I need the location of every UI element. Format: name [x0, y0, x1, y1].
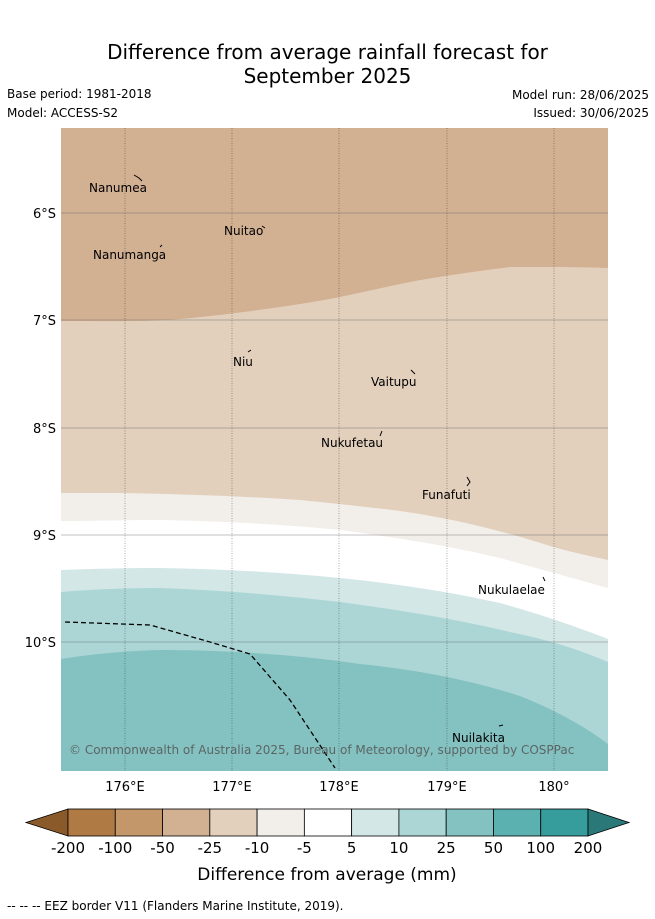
legend-swatch — [445, 808, 494, 837]
legend-tick-label: 25 — [437, 839, 456, 857]
legend-extend-low — [24, 808, 69, 837]
legend-swatch — [303, 808, 353, 837]
legend-swatch — [256, 808, 305, 837]
place-label: Nanumanga — [93, 248, 166, 262]
island-niu-icon — [247, 349, 252, 353]
lon-label: 178°E — [319, 780, 359, 795]
place-label: Nukulaelae — [478, 583, 545, 597]
place-label: Niu — [233, 355, 253, 369]
legend-swatch — [540, 808, 589, 837]
band-dry-25-50 — [61, 128, 608, 322]
island-nanumanga-icon — [159, 244, 163, 248]
base-period: Base period: 1981-2018 — [7, 87, 152, 101]
legend-tick-label: -100 — [98, 839, 132, 857]
copyright-notice: © Commonwealth of Australia 2025, Bureau… — [69, 743, 574, 757]
island-nanumea-icon — [133, 174, 143, 182]
island-nukufetau-icon — [379, 430, 383, 437]
eez-footnote: -- -- -- EEZ border V11 (Flanders Marine… — [7, 899, 344, 913]
lon-label: 179°E — [427, 780, 467, 795]
lat-label: 9°S — [33, 529, 56, 544]
longitude-labels: 176°E 177°E 178°E 179°E 180° — [105, 780, 569, 795]
legend-tick-label: -50 — [150, 839, 175, 857]
lon-label: 177°E — [212, 780, 252, 795]
island-vaitupu-icon — [410, 369, 416, 375]
place-label: Nanumea — [89, 181, 147, 195]
lon-label: 176°E — [105, 780, 145, 795]
island-nukulaelae-icon — [542, 576, 546, 582]
lat-label: 7°S — [33, 314, 56, 329]
legend-swatch — [162, 808, 211, 837]
graticule — [124, 128, 555, 771]
chart-title: Difference from average rainfall forecas… — [0, 40, 655, 88]
legend-tick-label: 50 — [484, 839, 503, 857]
place-label: Funafuti — [422, 488, 471, 502]
legend-title: Difference from average (mm) — [197, 865, 456, 885]
legend-swatch — [209, 808, 258, 837]
title-line-2: September 2025 — [243, 64, 412, 88]
lat-label: 6°S — [33, 207, 56, 222]
model-name: Model: ACCESS-S2 — [7, 106, 119, 120]
latitude-labels: 6°S 7°S 8°S 9°S 10°S — [25, 207, 56, 651]
lat-label: 10°S — [25, 636, 56, 651]
place-label: Nukufetau — [321, 436, 383, 450]
legend-tick-label: -200 — [51, 839, 85, 857]
legend-swatch — [398, 808, 447, 837]
place-label: Nuilakita — [452, 731, 505, 745]
lon-label: 180° — [538, 780, 569, 795]
island-funafuti-icon — [466, 476, 471, 487]
legend-tick-label: -25 — [198, 839, 223, 857]
place-labels: Nanumea Nuitao Nanumanga Niu Vaitupu Nuk… — [89, 181, 545, 745]
issued-date: Issued: 30/06/2025 — [533, 106, 649, 120]
legend-swatch — [114, 808, 163, 837]
legend-tick-label: -10 — [245, 839, 270, 857]
model-run: Model run: 28/06/2025 — [511, 88, 649, 102]
color-legend: -200 -100 -50 -25 -10 -5 5 10 25 50 100 200 — [24, 808, 631, 857]
legend-tick-label: 5 — [347, 839, 357, 857]
lat-label: 8°S — [33, 422, 56, 437]
place-label: Vaitupu — [371, 375, 417, 389]
title-line-1: Difference from average rainfall forecas… — [107, 40, 548, 64]
legend-tick-label: 10 — [389, 839, 408, 857]
legend-swatch — [67, 808, 116, 837]
legend-extend-high — [587, 808, 631, 837]
legend-tick-label: 200 — [574, 839, 603, 857]
legend-swatch — [351, 808, 400, 837]
legend-swatch — [493, 808, 542, 837]
island-outlines — [133, 174, 546, 727]
legend-tick-label: -5 — [297, 839, 312, 857]
map-panel: Nanumea Nuitao Nanumanga Niu Vaitupu Nuk… — [61, 128, 608, 771]
island-nuilakita-icon — [498, 724, 504, 727]
legend-tick-label: 100 — [526, 839, 555, 857]
place-label: Nuitao — [224, 224, 263, 238]
eez-border — [64, 621, 336, 769]
parallels — [61, 212, 608, 643]
island-nuitao-icon — [261, 225, 266, 229]
